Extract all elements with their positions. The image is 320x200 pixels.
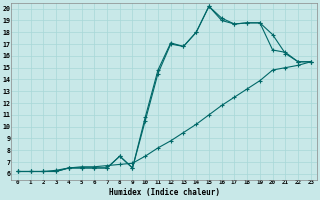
X-axis label: Humidex (Indice chaleur): Humidex (Indice chaleur) xyxy=(109,188,220,197)
